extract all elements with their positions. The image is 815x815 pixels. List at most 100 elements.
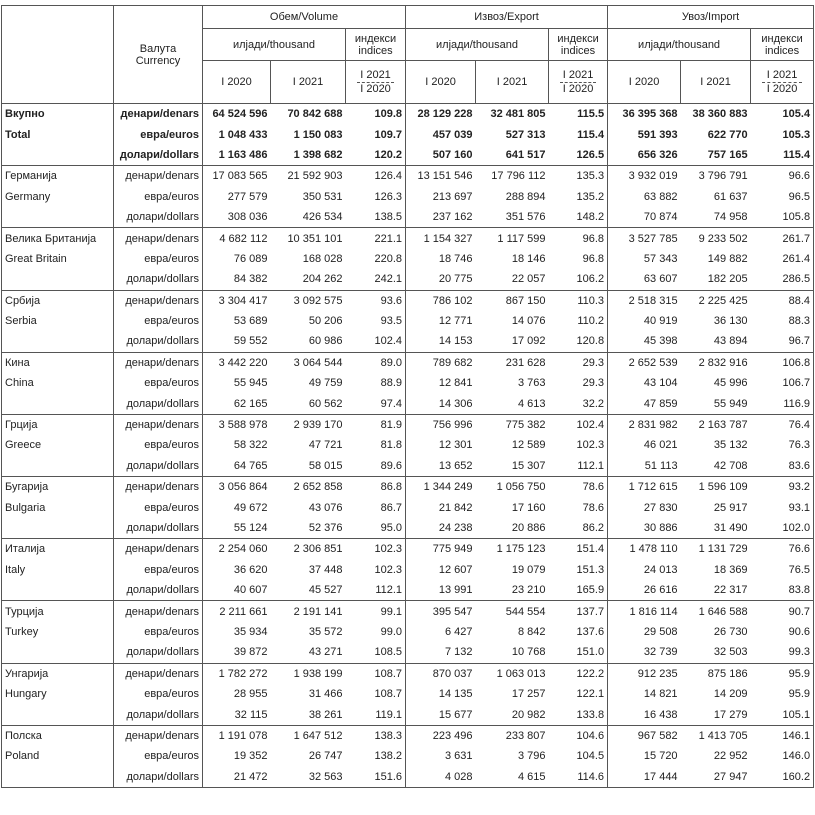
value-cell: 25 917 bbox=[713, 501, 748, 514]
currency: денари/denars bbox=[113, 600, 203, 622]
currency: евра/euros bbox=[113, 373, 203, 394]
year-header: I 2021 bbox=[680, 60, 752, 104]
value-cell: 13 151 546 bbox=[405, 165, 476, 187]
value-cell: 3 442 220 bbox=[202, 351, 271, 374]
country-name: Hungary bbox=[1, 683, 114, 705]
country-name: Greece bbox=[1, 435, 114, 456]
value-cell: 1 398 682 bbox=[270, 144, 346, 167]
ratio-bottom: I 2020 bbox=[360, 82, 391, 95]
index-cell: 109.7 bbox=[374, 128, 403, 141]
value-cell: 15 677 bbox=[405, 704, 476, 726]
table-row: долари/dollars 84 382 204 262 242.1 20 775 22… bbox=[1, 269, 815, 291]
currency: евра/euros bbox=[113, 186, 203, 207]
value-cell: 789 682 bbox=[405, 351, 476, 374]
value-cell: 38 360 883 bbox=[680, 103, 751, 125]
value-cell: 3 932 019 bbox=[607, 165, 681, 187]
indices-label: индекси bbox=[557, 32, 599, 45]
currency: евра/euros bbox=[113, 124, 203, 145]
value-cell: 527 313 bbox=[505, 128, 546, 141]
index-cell: 112.1 bbox=[548, 455, 608, 478]
currency: евра/euros bbox=[113, 621, 203, 643]
value-cell: 1 131 729 bbox=[680, 538, 751, 560]
value-cell: 61 637 bbox=[713, 190, 748, 203]
value-cell: 3 631 bbox=[405, 746, 476, 767]
currency: денари/denars bbox=[113, 351, 203, 374]
country-name: Bulgaria bbox=[1, 497, 114, 518]
index-cell: 102.3 bbox=[345, 538, 406, 560]
index-cell: 138.2 bbox=[374, 750, 403, 763]
value-cell: 875 186 bbox=[680, 662, 751, 684]
country-name: Italy bbox=[1, 559, 114, 580]
value-cell: 20 775 bbox=[405, 269, 476, 291]
currency: денари/denars bbox=[113, 227, 203, 249]
country-name: Total bbox=[1, 124, 114, 145]
value-cell: 18 146 bbox=[511, 252, 546, 265]
ratio-header: I 2021 I 2020 bbox=[548, 60, 609, 104]
currency: денари/denars bbox=[113, 165, 203, 187]
table-row: Вкупно денари/denars 64 524 596 70 842 688 1… bbox=[1, 103, 815, 125]
index-cell: 93.5 bbox=[380, 315, 403, 328]
index-cell: 114.6 bbox=[548, 766, 608, 788]
value-cell: 223 496 bbox=[405, 724, 476, 747]
currency: долари/dollars bbox=[113, 206, 203, 229]
value-cell: 426 534 bbox=[270, 206, 346, 229]
value-cell: 60 986 bbox=[270, 331, 346, 353]
index-cell: 122.1 bbox=[576, 688, 605, 701]
currency: долари/dollars bbox=[113, 144, 203, 167]
value-cell: 20 886 bbox=[475, 517, 549, 540]
currency: долари/dollars bbox=[113, 766, 203, 788]
indices-label: indices bbox=[358, 44, 393, 57]
value-cell: 12 841 bbox=[405, 373, 476, 394]
table-row: долари/dollars 39 872 43 271 108.5 7 132 10 7… bbox=[1, 642, 815, 664]
value-cell: 64 765 bbox=[202, 455, 271, 478]
value-cell: 43 271 bbox=[270, 642, 346, 664]
index-cell: 106.2 bbox=[548, 269, 608, 291]
year-header: I 2021 bbox=[475, 60, 550, 104]
value-cell: 237 162 bbox=[405, 206, 476, 229]
indices-header: индекси indices bbox=[548, 28, 609, 61]
table-row: Грција денари/denars 3 588 978 2 939 170 81.… bbox=[1, 413, 815, 436]
value-cell: 756 996 bbox=[405, 413, 476, 436]
value-cell: 28 129 228 bbox=[405, 103, 476, 125]
value-cell: 2 306 851 bbox=[270, 538, 346, 560]
value-cell: 775 382 bbox=[475, 413, 549, 436]
table-row: Turkey евра/euros 35 934 35 572 99.0 6 427 8 8… bbox=[1, 621, 815, 643]
country-name: Great Britain bbox=[1, 248, 114, 270]
index-cell: 83.6 bbox=[750, 455, 815, 478]
value-cell: 40 919 bbox=[607, 310, 681, 332]
index-cell: 86.8 bbox=[345, 476, 406, 498]
value-cell: 14 209 bbox=[713, 688, 748, 701]
value-cell: 43 894 bbox=[680, 331, 751, 353]
table-row: Велика Британија денари/denars 4 682 112 10… bbox=[1, 227, 815, 249]
value-cell: 45 527 bbox=[270, 579, 346, 602]
value-cell: 16 438 bbox=[607, 704, 681, 726]
value-cell: 47 721 bbox=[308, 439, 343, 452]
value-cell: 14 153 bbox=[405, 331, 476, 353]
table-row: Serbia евра/euros 53 689 50 206 93.5 12 771 14… bbox=[1, 310, 815, 332]
country-name: Кина bbox=[1, 351, 114, 374]
value-cell: 4 682 112 bbox=[202, 227, 271, 249]
value-cell: 17 083 565 bbox=[202, 165, 271, 187]
value-cell: 870 037 bbox=[405, 662, 476, 684]
index-cell: 86.2 bbox=[548, 517, 608, 540]
value-cell: 231 628 bbox=[475, 351, 549, 374]
value-cell: 31 490 bbox=[680, 517, 751, 540]
value-cell: 47 859 bbox=[607, 393, 681, 415]
value-cell: 233 807 bbox=[475, 724, 549, 747]
index-cell: 29.3 bbox=[582, 377, 605, 390]
index-cell: 165.9 bbox=[548, 579, 608, 602]
value-cell: 19 352 bbox=[202, 746, 271, 767]
table-row: Полска денари/denars 1 191 078 1 647 512 138… bbox=[1, 724, 815, 747]
country-name: Serbia bbox=[1, 310, 114, 332]
index-cell: 88.3 bbox=[750, 310, 815, 332]
index-cell: 96.6 bbox=[750, 165, 815, 187]
index-cell: 106.7 bbox=[750, 373, 815, 394]
index-cell: 106.8 bbox=[750, 351, 815, 374]
currency: денари/denars bbox=[113, 103, 203, 125]
index-cell: 81.8 bbox=[380, 439, 403, 452]
value-cell: 4 615 bbox=[475, 766, 549, 788]
year-header: I 2020 bbox=[405, 60, 477, 104]
value-cell: 32 115 bbox=[202, 704, 271, 726]
index-cell: 86.7 bbox=[380, 501, 403, 514]
index-cell: 96.7 bbox=[750, 331, 815, 353]
